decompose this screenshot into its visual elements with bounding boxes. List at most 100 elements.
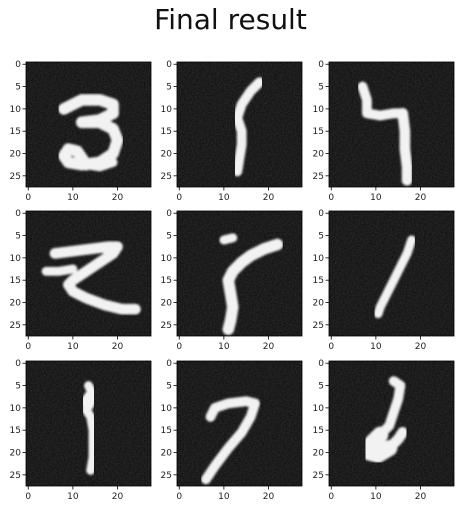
digit-stroke-1	[201, 396, 261, 485]
x-tick-label: 20	[263, 193, 275, 203]
panel-4: 0 5 10 15 20 25 0 10 20	[10, 209, 152, 352]
x-tick-label: 10	[218, 492, 230, 502]
y-tick-label: 15	[10, 426, 21, 436]
x-tick-label: 0	[328, 492, 334, 502]
panel-noise	[329, 211, 454, 336]
panel-noise	[177, 211, 302, 336]
y-tick-label: 15	[161, 276, 172, 286]
panel-frame	[25, 360, 152, 487]
x-tick-label: 0	[176, 492, 182, 502]
y-tick-label: 10	[313, 105, 325, 115]
panel-frame	[176, 61, 303, 188]
y-tick-label: 25	[161, 321, 172, 331]
y-tick-label: 5	[166, 83, 172, 93]
panel-frame	[176, 360, 303, 487]
y-tick-label: 5	[166, 232, 172, 242]
y-tick-label: 20	[10, 150, 22, 160]
digit-i	[219, 233, 284, 336]
x-tick-label: 10	[370, 193, 382, 203]
y-tick-label: 15	[313, 127, 324, 137]
x-tick-label: 10	[67, 193, 79, 203]
x-tick-label: 10	[67, 342, 79, 352]
y-tick-label: 0	[318, 209, 324, 219]
y-tick-label: 10	[313, 404, 325, 414]
y-tick-label: 5	[166, 382, 172, 392]
y-tick-label: 20	[313, 449, 325, 459]
y-tick-label: 10	[161, 404, 173, 414]
y-tick-label: 0	[15, 60, 21, 70]
y-tick-label: 0	[166, 359, 172, 369]
y-tick-label: 10	[10, 404, 22, 414]
panel-3: 0 5 10 15 20 25 0 10 20	[313, 60, 455, 203]
y-tick-label: 0	[318, 359, 324, 369]
y-tick-label: 10	[10, 254, 22, 264]
x-tick-label: 0	[25, 342, 31, 352]
x-tick-label: 20	[263, 492, 275, 502]
panel-8: 0 5 10 15 20 25 0 10 20	[161, 359, 303, 502]
y-tick-label: 0	[318, 60, 324, 70]
panel-noise	[329, 62, 454, 187]
panel-frame	[328, 210, 455, 337]
y-tick-label: 20	[10, 299, 22, 309]
y-tick-label: 25	[313, 172, 324, 182]
y-tick-label: 0	[166, 60, 172, 70]
digit-3	[58, 94, 124, 172]
x-tick-label: 20	[112, 193, 124, 203]
y-tick-label: 25	[161, 471, 172, 481]
panel-frame	[25, 61, 152, 188]
y-tick-label: 5	[318, 382, 324, 392]
x-tick-label: 0	[25, 492, 31, 502]
x-tick-label: 20	[263, 342, 275, 352]
digit-stroke-1	[232, 77, 265, 177]
digit-1	[232, 77, 265, 177]
x-tick-label: 0	[328, 193, 334, 203]
x-tick-label: 0	[25, 193, 31, 203]
digit-stroke-2	[397, 107, 413, 186]
y-tick-label: 20	[313, 150, 325, 160]
panel-9: 0 5 10 15 20 25 0 10 20	[313, 359, 455, 502]
y-tick-label: 25	[161, 172, 172, 182]
y-tick-label: 20	[161, 299, 173, 309]
y-tick-label: 15	[313, 276, 324, 286]
digit-z	[41, 241, 141, 315]
panel-frame	[25, 210, 152, 337]
y-tick-label: 15	[161, 127, 172, 137]
x-tick-label: 20	[415, 492, 427, 502]
digit-4	[357, 81, 413, 186]
digit-stroke-1	[373, 235, 417, 319]
digit-stroke-2	[222, 238, 284, 336]
digit-7	[201, 396, 261, 485]
y-tick-label: 0	[166, 209, 172, 219]
x-tick-label: 0	[176, 193, 182, 203]
digit-2	[361, 376, 409, 463]
y-tick-label: 15	[10, 276, 21, 286]
figure-title: Final result	[154, 3, 307, 36]
y-tick-label: 5	[15, 83, 21, 93]
x-tick-label: 10	[218, 193, 230, 203]
y-tick-label: 5	[318, 232, 324, 242]
digit-stroke-2	[58, 116, 124, 171]
panel-noise	[177, 361, 302, 486]
x-tick-label: 20	[112, 342, 124, 352]
y-tick-label: 5	[15, 382, 21, 392]
y-tick-label: 25	[10, 321, 21, 331]
digit-stroke-2	[80, 390, 93, 412]
panel-frame	[328, 360, 455, 487]
y-tick-label: 15	[313, 426, 324, 436]
panel-frame	[176, 210, 303, 337]
panel-frame	[328, 61, 455, 188]
y-tick-label: 15	[10, 127, 21, 137]
y-tick-label: 20	[161, 150, 173, 160]
y-tick-label: 5	[15, 232, 21, 242]
x-tick-label: 0	[176, 342, 182, 352]
panel-2: 0 5 10 15 20 25 0 10 20	[161, 60, 303, 203]
x-tick-label: 20	[415, 193, 427, 203]
digit-1	[373, 235, 417, 319]
y-tick-label: 25	[10, 471, 21, 481]
x-tick-label: 10	[370, 342, 382, 352]
digit-stroke-1	[357, 81, 408, 121]
y-tick-label: 5	[318, 83, 324, 93]
y-tick-label: 20	[10, 449, 22, 459]
digit-stroke-2	[361, 426, 398, 463]
panel-1: 0 5 10 15 20 25 0 10 20	[10, 60, 152, 203]
